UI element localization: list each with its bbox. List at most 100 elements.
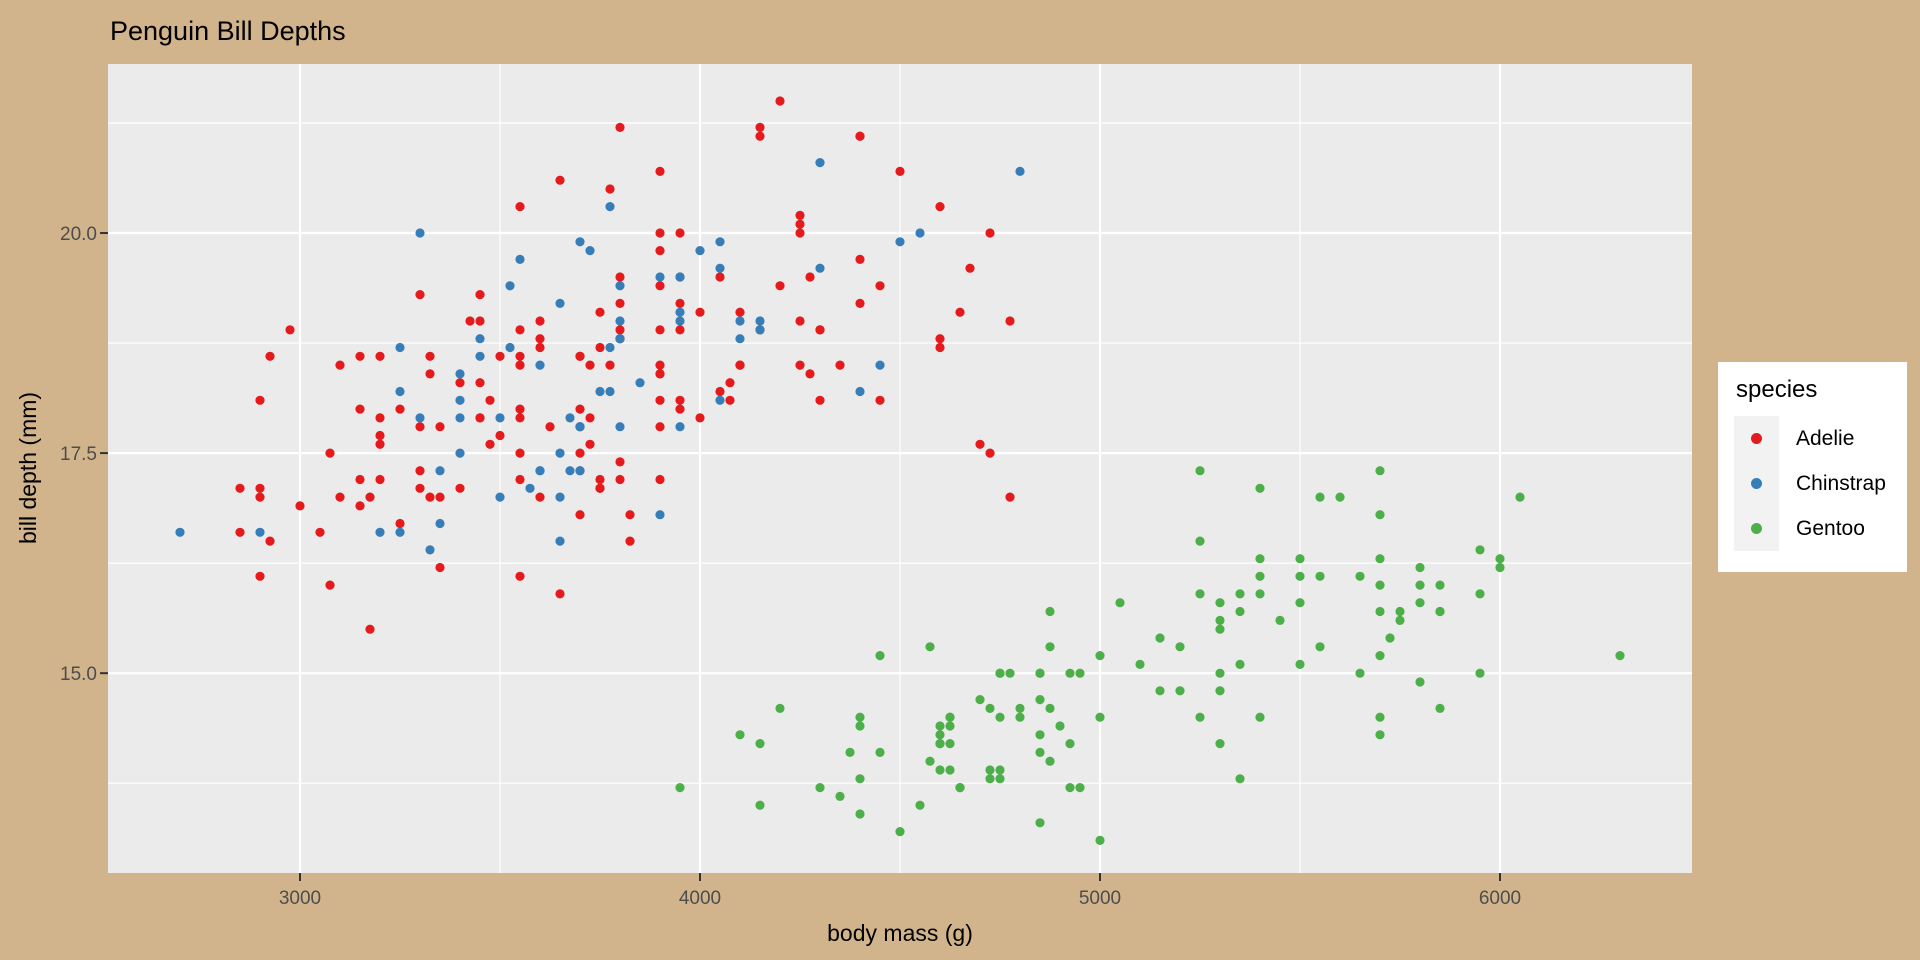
data-point [615,298,625,308]
data-point [795,219,805,229]
data-point [815,158,825,168]
data-point [535,466,545,476]
data-point [655,272,665,282]
data-point [675,272,685,282]
data-point [495,351,505,361]
major-gridlines [108,64,1692,873]
data-point [855,254,865,264]
data-point [935,765,945,775]
data-point [1215,668,1225,678]
data-point [1035,747,1045,758]
data-point [615,334,625,344]
data-point [375,527,385,537]
data-point [795,316,805,326]
data-point [1075,783,1085,793]
data-point [735,360,745,370]
y-tick-label: 20.0 [60,224,97,245]
data-point [235,527,245,537]
data-point [735,334,745,344]
data-point [1215,739,1225,749]
data-point [1475,545,1485,555]
data-point [585,413,595,423]
data-point [1315,492,1325,502]
data-point [1295,571,1305,581]
data-point [535,360,545,370]
data-point [1195,589,1205,599]
data-point [535,316,545,326]
legend-item-label: Chinstrap [1796,471,1886,495]
data-point [1035,695,1045,705]
data-point [455,483,465,493]
data-point [1415,562,1425,573]
data-point [555,492,565,502]
data-point [1115,598,1125,608]
data-point [375,474,385,485]
data-point [555,589,565,599]
data-point [1385,633,1395,643]
data-point [555,448,565,458]
chart-title: Penguin Bill Depths [110,16,346,46]
legend-item: Gentoo [1734,506,1907,551]
data-point [1335,492,1345,502]
data-point [1045,642,1055,652]
data-point [415,228,425,238]
data-point [855,298,865,308]
data-point [755,800,765,810]
data-point [375,430,385,441]
data-point [935,730,945,740]
data-point [555,536,565,546]
data-point [1195,712,1205,722]
y-tick-label: 17.5 [60,444,97,465]
data-point [1435,606,1445,617]
data-point [435,562,445,573]
data-point [1195,536,1205,546]
data-point [1005,316,1015,326]
data-point [735,307,745,317]
data-point [1215,686,1225,696]
data-point [935,202,945,212]
data-point [725,395,735,405]
data-point [1235,774,1245,784]
data-point [575,466,585,476]
legend-key [1734,461,1779,506]
data-point [855,712,865,722]
data-point [915,800,925,810]
data-point [955,307,965,317]
x-tick-label: 5000 [1079,888,1121,909]
data-point [325,580,335,590]
data-point [585,360,595,370]
data-point [375,351,385,361]
data-point [995,765,1005,775]
data-point [1475,589,1485,599]
data-point [1045,606,1055,617]
data-point [655,422,665,432]
data-point [355,351,365,361]
x-axis-title: body mass (g) [827,920,973,946]
data-point [875,747,885,758]
data-point [255,492,265,502]
data-point [255,571,265,581]
data-point [1155,686,1165,696]
data-point [605,184,615,194]
data-point [975,695,985,705]
data-point [585,246,595,256]
data-point [415,483,425,493]
data-point [515,351,525,361]
data-point [1015,703,1025,714]
data-point [575,351,585,361]
data-point [1045,756,1055,766]
data-point [755,131,765,141]
data-point [495,430,505,441]
legend-item: Adelie [1734,416,1907,461]
legend-item-label: Gentoo [1796,516,1865,540]
data-point [895,166,905,176]
data-point [575,448,585,458]
data-point [1045,703,1055,714]
data-point [455,413,465,423]
data-point [515,360,525,370]
data-point [175,527,185,537]
legend-key [1734,506,1779,551]
data-point [945,765,955,775]
x-tick-label: 4000 [679,888,721,909]
